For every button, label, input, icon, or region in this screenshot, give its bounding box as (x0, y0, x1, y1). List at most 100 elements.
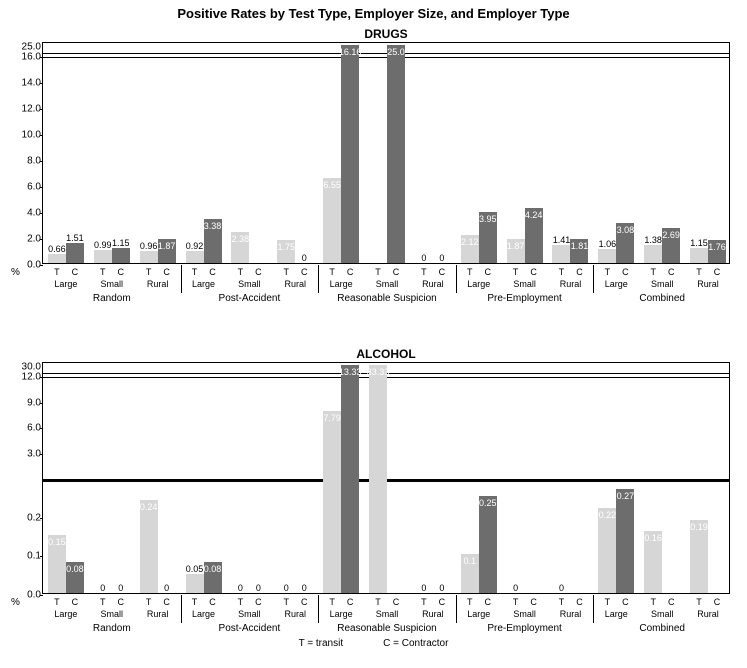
bar: 16.16 (341, 45, 359, 263)
bar-value: 6.55 (322, 180, 342, 190)
tc-label: TC (43, 267, 89, 277)
bar-value: 13.33 (338, 367, 363, 377)
size-label: Rural (272, 279, 318, 289)
bar-value: 0 (301, 583, 308, 593)
bar: 0.05 (186, 574, 204, 593)
pct-label: % (11, 597, 20, 608)
size-label: Large (593, 279, 639, 289)
bar: 1.75 (277, 240, 295, 263)
category-label: Random (43, 623, 181, 634)
bar: 0.08 (66, 562, 84, 593)
bar-value: 0 (255, 583, 262, 593)
bar: 1.06 (598, 249, 616, 263)
tc-label: TC (272, 597, 318, 607)
tc-label: TC (548, 597, 594, 607)
panel-title-drugs: DRUGS (364, 27, 407, 41)
tc-label: TC (181, 267, 227, 277)
bar-value: 0 (438, 583, 445, 593)
bar: 0.22 (598, 508, 616, 593)
size-label: Large (181, 279, 227, 289)
tc-label: TC (593, 597, 639, 607)
tc-label: TC (685, 597, 731, 607)
tc-label: TC (318, 267, 364, 277)
bar-value: 0.1 (462, 556, 477, 566)
bar-value: 0 (283, 583, 290, 593)
bar: 25.0 (387, 45, 405, 263)
bar: 0.27 (616, 489, 634, 593)
bar-value: 0.92 (185, 241, 205, 251)
bar: 1.38 (644, 245, 662, 263)
tc-label: TC (456, 597, 502, 607)
bar-value: 25.0 (386, 47, 406, 57)
bar-value: 2.69 (661, 230, 681, 240)
bar-value: 0 (420, 583, 427, 593)
size-label: Rural (685, 609, 731, 619)
bar: 7.79 (323, 411, 341, 593)
bar-value: 0 (237, 583, 244, 593)
bar-value: 1.87 (157, 241, 177, 251)
bar: 3.08 (616, 223, 634, 263)
bar: 1.15 (690, 248, 708, 263)
bar-value: 0 (420, 253, 427, 263)
bar: 0.24 (140, 500, 158, 593)
panel-drugs: DRUGS0.02.04.06.08.010.012.014.016.025.0… (42, 42, 730, 264)
tc-label: TC (685, 267, 731, 277)
bar: 0.92 (186, 251, 204, 263)
size-label: Rural (135, 609, 181, 619)
category-label: Post-Accident (181, 293, 319, 304)
bar-value: 0 (512, 583, 519, 593)
bar: 0.15 (48, 535, 66, 593)
bar-value: 0 (99, 583, 106, 593)
category-label: Reasonable Suspicion (318, 623, 456, 634)
tc-label: TC (639, 597, 685, 607)
tc-label: TC (364, 267, 410, 277)
bar-value: 33.33 (366, 367, 391, 377)
bar: 3.95 (479, 212, 497, 263)
tc-label: TC (548, 267, 594, 277)
tc-label: TC (502, 267, 548, 277)
bar-value: 1.81 (570, 241, 590, 251)
size-label: Small (639, 279, 685, 289)
bar-value: 0 (438, 253, 445, 263)
category-label: Reasonable Suspicion (318, 293, 456, 304)
tc-label: TC (89, 267, 135, 277)
bar-value: 0 (117, 583, 124, 593)
size-label: Small (502, 279, 548, 289)
size-label: Small (364, 279, 410, 289)
size-label: Rural (410, 279, 456, 289)
bar-value: 1.87 (506, 241, 526, 251)
size-label: Large (318, 279, 364, 289)
bar-value: 0 (301, 253, 308, 263)
category-label: Pre-Employment (456, 623, 594, 634)
bar-value: 1.38 (643, 235, 663, 245)
bar-value: 0 (163, 583, 170, 593)
tc-label: TC (135, 597, 181, 607)
tc-label: TC (226, 267, 272, 277)
bar: 1.81 (570, 239, 588, 263)
size-label: Small (89, 609, 135, 619)
bar: 1.76 (708, 240, 726, 263)
category-label: Pre-Employment (456, 293, 594, 304)
bar-value: 3.08 (616, 225, 636, 235)
bar-value: 0.08 (203, 564, 223, 574)
tc-label: TC (502, 597, 548, 607)
bar: 2.12 (461, 235, 479, 263)
bar-value: 4.24 (524, 210, 544, 220)
size-label: Rural (272, 609, 318, 619)
chart-title: Positive Rates by Test Type, Employer Si… (0, 0, 747, 23)
size-label: Large (456, 279, 502, 289)
tc-label: TC (410, 267, 456, 277)
tc-label: TC (364, 597, 410, 607)
bar-value: 2.38 (231, 234, 251, 244)
size-label: Large (593, 609, 639, 619)
legend: T = transitC = Contractor (0, 638, 747, 649)
bar: 3.38 (204, 219, 222, 263)
tc-label: TC (456, 267, 502, 277)
bar: 1.41 (552, 245, 570, 263)
size-label: Small (639, 609, 685, 619)
bar-value: 1.15 (111, 238, 131, 248)
y-tick: 25.0 (22, 42, 43, 53)
bar-value: 0.96 (139, 241, 159, 251)
bar-value: 0.27 (616, 491, 636, 501)
bar: 33.33 (369, 365, 387, 593)
